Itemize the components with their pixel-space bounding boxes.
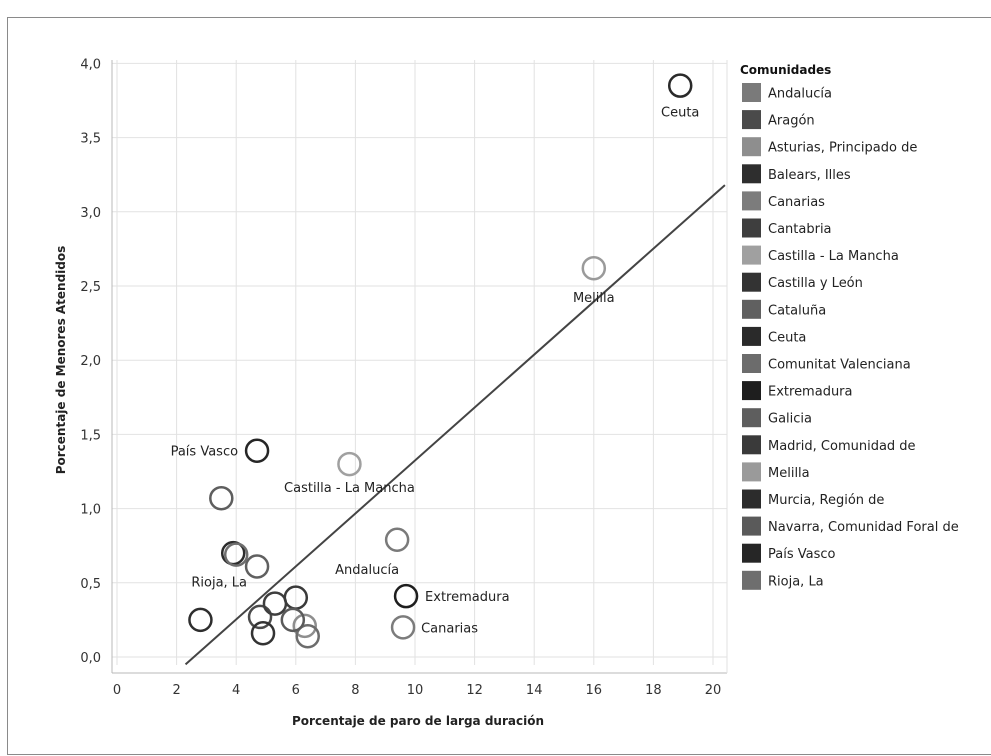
y-tick-label: 1,5 (80, 428, 101, 443)
legend-entry: Navarra, Comunidad Foral de (768, 520, 959, 535)
chart-frame (7, 17, 991, 755)
axes: 0 2 4 6 8 10 12 14 16 18 20 0,0 0,5 1,0 1,5 2,0 2,5 3,0 3,… (80, 57, 728, 698)
legend-swatch (742, 191, 761, 211)
data-point (393, 583, 419, 609)
data-point (244, 438, 270, 463)
legend-entry: Melilla (768, 466, 810, 481)
legend-swatch (742, 381, 761, 401)
y-tick-label: 3,5 (80, 132, 101, 147)
x-tick-label: 18 (645, 683, 662, 698)
x-tick-label: 4 (232, 683, 240, 698)
legend-title: Comunidades (740, 63, 831, 77)
legend-entry: Rioja, La (768, 574, 824, 589)
trendline-group (184, 184, 726, 666)
legend-swatch (742, 435, 761, 455)
data-point (295, 623, 320, 649)
x-tick-label: 8 (351, 683, 359, 698)
y-tick-label: 3,0 (80, 206, 101, 221)
x-tick-label: 6 (292, 683, 300, 698)
legend-swatch (742, 245, 761, 265)
point-label: País Vasco (171, 445, 239, 460)
legend-swatch (742, 110, 761, 130)
x-tick-label: 12 (466, 683, 483, 698)
legend-swatch (742, 137, 761, 157)
x-tick-label: 10 (407, 683, 424, 698)
legend-swatch (742, 326, 761, 346)
legend-entry: Cataluña (768, 303, 826, 318)
legend-swatch (742, 354, 761, 373)
legend-swatch (742, 272, 761, 292)
legend-entry: Castilla - La Mancha (768, 249, 899, 264)
legend-swatch (742, 489, 761, 509)
legend-entry: Extremadura (768, 385, 853, 400)
point-label: Canarias (421, 621, 478, 636)
x-tick-label: 2 (172, 683, 180, 698)
point-label: Andalucía (335, 563, 399, 578)
data-point (244, 554, 270, 579)
data-point (337, 451, 362, 477)
x-tick-label: 16 (586, 683, 603, 698)
data-point (223, 542, 249, 567)
x-tick-label: 0 (113, 683, 121, 698)
legend-entry: Aragón (768, 114, 815, 129)
point-label: Ceuta (661, 106, 699, 121)
legend-swatch (742, 164, 761, 184)
x-tick-label: 14 (526, 683, 543, 698)
legend-entry: Cantabria (768, 222, 832, 237)
legend-swatch (742, 543, 761, 563)
legend-entry: Galicia (768, 412, 812, 427)
data-point (280, 607, 306, 633)
data-point (581, 255, 607, 281)
y-tick-label: 1,0 (80, 503, 101, 518)
y-axis-title: Porcentaje de Menores Atendidos (54, 246, 68, 475)
y-tick-label: 0,0 (80, 651, 101, 666)
legend-entry: Andalucía (768, 87, 832, 102)
y-tick-label: 2,0 (80, 354, 101, 369)
legend-entry: Madrid, Comunidad de (768, 439, 916, 454)
legend: Comunidades Andalucía Aragón Asturias, Pri… (740, 63, 959, 590)
data-point (247, 604, 273, 630)
data-points (188, 73, 693, 649)
legend-entry: País Vasco (768, 547, 836, 562)
legend-entry: Castilla y León (768, 276, 863, 291)
data-point (250, 621, 276, 646)
legend-entry: Asturias, Principado de (768, 141, 917, 156)
trendline (184, 184, 726, 666)
legend-swatch (742, 218, 761, 238)
legend-swatch (742, 516, 761, 536)
legend-swatch (742, 462, 761, 482)
data-point (292, 613, 317, 639)
legend-entry: Comunitat Valenciana (768, 358, 911, 373)
legend-entry: Canarias (768, 195, 825, 210)
legend-entry: Balears, Illes (768, 168, 851, 183)
data-point (667, 73, 693, 98)
point-label: Melilla (573, 291, 615, 306)
y-tick-label: 2,5 (80, 280, 101, 295)
legend-swatch (742, 299, 761, 319)
data-point (384, 527, 410, 553)
point-label: Extremadura (425, 590, 510, 605)
legend-entry: Murcia, Región de (768, 493, 884, 508)
data-point (188, 607, 213, 633)
legend-swatch (742, 570, 761, 590)
legend-swatch (742, 408, 761, 428)
data-point (209, 485, 234, 511)
data-point (390, 615, 416, 640)
point-labels: Andalucía Canarias Castilla - La Mancha Ceu… (171, 106, 700, 637)
x-axis-title: Porcentaje de paro de larga duración (292, 714, 544, 728)
legend-entry: Ceuta (768, 330, 806, 345)
legend-swatch (742, 83, 761, 102)
y-tick-label: 0,5 (80, 577, 101, 592)
point-label: Rioja, La (191, 576, 247, 591)
y-tick-label: 4,0 (80, 57, 101, 72)
point-label: Castilla - La Mancha (284, 481, 415, 496)
grid-lines (112, 60, 727, 665)
data-point (262, 591, 288, 616)
x-tick-label: 20 (705, 683, 722, 698)
